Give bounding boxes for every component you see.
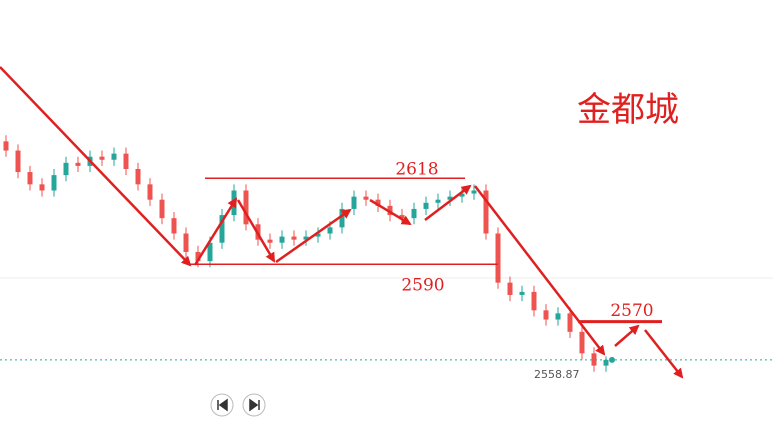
prev-icon bbox=[217, 398, 228, 412]
candle-body bbox=[435, 199, 441, 203]
arrow bbox=[614, 324, 640, 347]
level-label: 2570 bbox=[610, 301, 653, 321]
candle-body bbox=[135, 168, 141, 185]
candle-body bbox=[603, 359, 609, 366]
candle-body bbox=[483, 190, 489, 234]
arrow bbox=[193, 197, 238, 266]
annotation-arrows bbox=[0, 66, 684, 379]
arrow bbox=[369, 198, 412, 226]
candle-body bbox=[51, 175, 57, 191]
candle-body bbox=[567, 313, 573, 332]
candle-body bbox=[171, 218, 177, 234]
arrow bbox=[275, 208, 352, 264]
arrow bbox=[644, 329, 684, 379]
candle-body bbox=[315, 233, 321, 237]
level-label: 2590 bbox=[401, 276, 444, 296]
candle-body bbox=[411, 208, 417, 219]
candle-body bbox=[351, 196, 357, 209]
arrow bbox=[0, 66, 192, 267]
candle-body bbox=[531, 291, 537, 311]
candle-body bbox=[63, 162, 69, 176]
candle-body bbox=[423, 202, 429, 209]
arrow bbox=[474, 185, 606, 356]
candle-body bbox=[147, 184, 153, 200]
candle-body bbox=[207, 242, 213, 262]
candle-body bbox=[123, 153, 129, 169]
arrow bbox=[424, 184, 472, 221]
candle-body bbox=[447, 196, 453, 200]
candle-body bbox=[27, 172, 33, 185]
candle-body bbox=[111, 153, 117, 160]
candle-body bbox=[459, 193, 465, 197]
last-price-dot bbox=[609, 356, 615, 363]
playback-controls bbox=[210, 393, 266, 417]
candle-body bbox=[579, 331, 585, 354]
level-label: 2618 bbox=[395, 160, 438, 180]
candle-body bbox=[495, 233, 501, 283]
candle-body bbox=[243, 190, 249, 225]
candle-body bbox=[219, 215, 225, 243]
candle-body bbox=[555, 313, 561, 320]
candle-body bbox=[327, 227, 333, 234]
arrow bbox=[236, 199, 276, 263]
candle-body bbox=[375, 199, 381, 206]
candle-body bbox=[303, 236, 309, 240]
candle-body bbox=[267, 239, 273, 243]
candle-body bbox=[591, 353, 597, 366]
candle-body bbox=[387, 205, 393, 216]
candle-body bbox=[543, 310, 549, 320]
candles bbox=[3, 135, 609, 372]
candle-body bbox=[195, 251, 201, 262]
candle-body bbox=[363, 196, 369, 200]
candle-body bbox=[279, 236, 285, 243]
candle-body bbox=[183, 233, 189, 252]
candle-body bbox=[15, 150, 21, 173]
candle-body bbox=[159, 199, 165, 219]
candle-body bbox=[99, 156, 105, 160]
next-icon bbox=[249, 398, 260, 412]
last-price-label: 2558.87 bbox=[534, 368, 580, 381]
watermark-title: 金都城 bbox=[577, 90, 679, 130]
candle-body bbox=[519, 291, 525, 295]
candle-body bbox=[291, 236, 297, 240]
candle-body bbox=[507, 282, 513, 295]
candle-body bbox=[471, 190, 477, 194]
candle-body bbox=[75, 162, 81, 166]
candle-body bbox=[3, 141, 9, 151]
candle-body bbox=[39, 184, 45, 191]
